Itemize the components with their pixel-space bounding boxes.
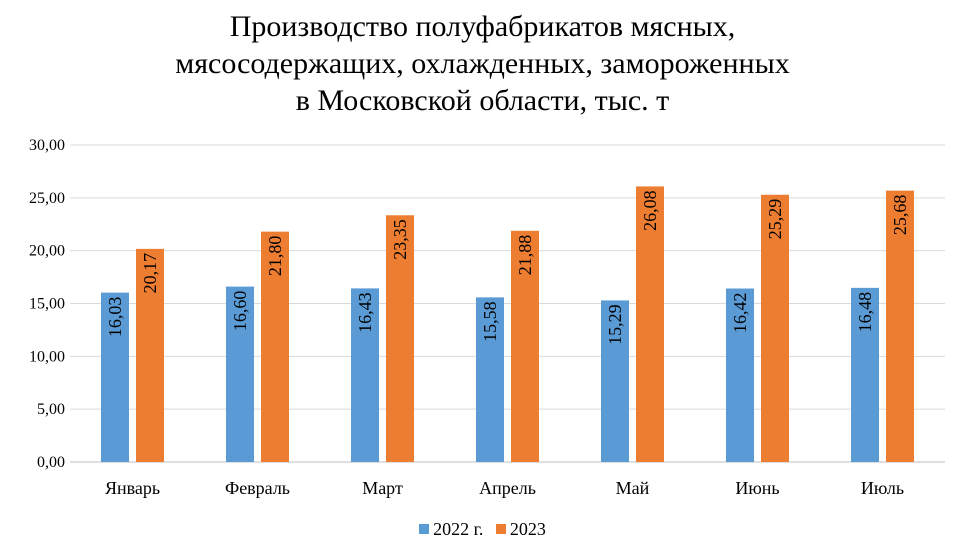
bar-2022	[101, 292, 129, 462]
bar-2023	[761, 194, 789, 463]
data-label: 15,29	[605, 304, 625, 345]
bar-2022	[226, 286, 254, 462]
data-label: 16,03	[105, 297, 125, 338]
legend-item-2022: 2022 г.	[419, 519, 483, 540]
data-label: 20,17	[140, 253, 160, 294]
data-label: 16,48	[855, 292, 875, 333]
y-tick-label: 15,00	[29, 296, 65, 313]
bar-2023	[136, 248, 164, 462]
bar-2023	[386, 215, 414, 462]
chart-title-line-1: Производство полуфабрикатов мясных,	[229, 10, 736, 43]
bar-2022	[351, 288, 379, 462]
chart-title-line-3: в Московской области, тыс. т	[295, 84, 670, 117]
legend-label-2022: 2022 г.	[433, 518, 484, 539]
data-label: 15,58	[480, 301, 500, 342]
data-label: 21,88	[515, 235, 535, 276]
data-label: 16,42	[730, 292, 750, 333]
bar-2022	[476, 297, 504, 462]
bar-2022	[726, 288, 754, 462]
data-label: 25,29	[765, 199, 785, 240]
bar-2023	[886, 190, 914, 462]
chart-title: Производство полуфабрикатов мясных, мясо…	[0, 8, 965, 119]
legend: 2022 г. 2023	[0, 518, 965, 540]
x-tick-label: Январь	[105, 478, 160, 498]
x-tick-label: Март	[362, 478, 403, 498]
x-tick-label: Февраль	[225, 478, 290, 498]
data-label: 21,80	[265, 236, 285, 277]
legend-swatch-2022	[419, 524, 430, 534]
y-tick-label: 25,00	[29, 190, 65, 207]
data-label: 16,43	[355, 292, 375, 333]
y-tick-label: 10,00	[29, 348, 65, 365]
y-tick-label: 5,00	[37, 401, 65, 418]
data-label: 16,60	[230, 291, 250, 332]
data-label: 25,68	[890, 195, 910, 236]
x-tick-label: Июнь	[735, 478, 779, 498]
data-label: 26,08	[640, 190, 660, 231]
y-tick-label: 0,00	[37, 454, 65, 471]
x-tick-label: Апрель	[479, 478, 536, 498]
chart-title-line-2: мясосодержащих, охлажденных, замороженны…	[175, 47, 790, 80]
x-tick-label: Июль	[861, 478, 904, 498]
legend-label-2023: 2023	[509, 518, 546, 539]
legend-swatch-2023	[495, 524, 506, 534]
bar-2022	[601, 300, 629, 462]
bar-2022	[851, 287, 879, 462]
bar-2023	[261, 231, 289, 462]
data-label: 23,35	[390, 219, 410, 259]
bar-2023	[636, 186, 664, 462]
x-tick-label: Май	[616, 478, 650, 498]
y-tick-label: 20,00	[29, 243, 65, 260]
legend-item-2023: 2023	[495, 518, 546, 540]
y-tick-label: 30,00	[29, 137, 65, 154]
bar-2023	[511, 230, 539, 462]
